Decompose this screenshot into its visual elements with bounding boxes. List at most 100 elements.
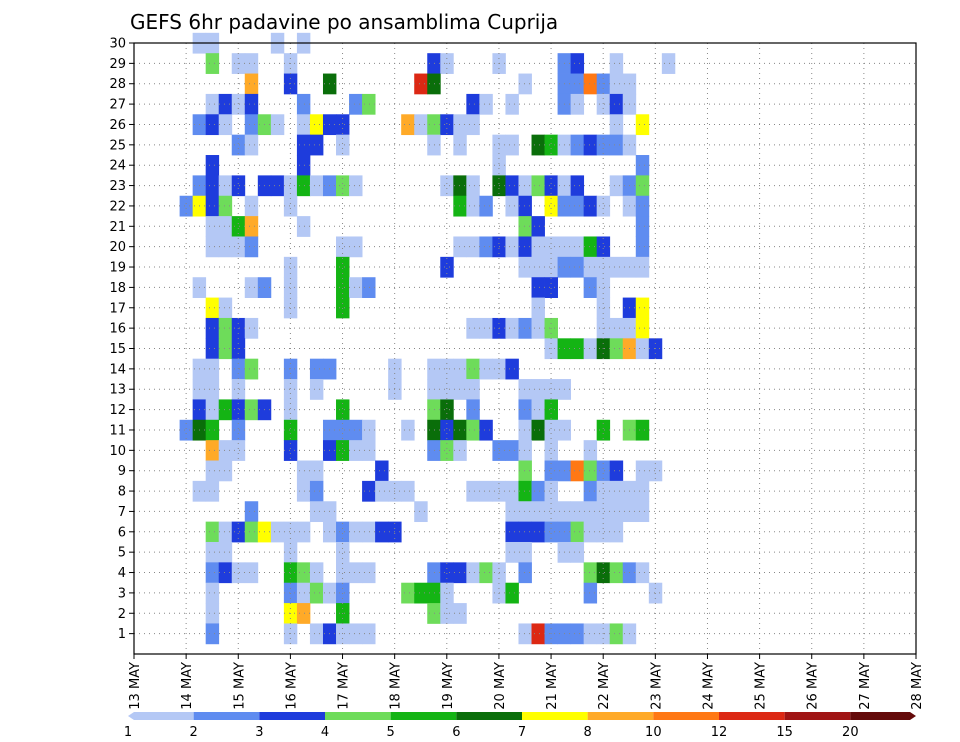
heatmap-cell [466, 399, 480, 421]
heatmap-cell [466, 93, 480, 115]
heatmap-cell [283, 521, 298, 543]
heatmap-cell [479, 562, 493, 584]
heatmap-cell [505, 93, 519, 115]
x-tick-label: 14 MAY [180, 662, 195, 710]
heatmap-cell [427, 53, 441, 74]
heatmap-cell [596, 480, 611, 502]
x-tick-label: 25 MAY [754, 662, 769, 710]
color-scale-swatch [128, 712, 194, 720]
heatmap-cell [440, 440, 454, 461]
heatmap-cell [218, 541, 233, 563]
chart-title: GEFS 6hr padavine po ansamblima Cuprija [130, 10, 558, 34]
heatmap-cell [349, 440, 363, 461]
heatmap-cell [336, 440, 350, 461]
heatmap-cell [296, 93, 311, 115]
y-tick-label: 22 [109, 199, 126, 214]
heatmap-cell [453, 134, 467, 156]
heatmap-cell [231, 93, 246, 115]
y-tick-label: 8 [118, 485, 126, 500]
heatmap-cell [583, 73, 598, 95]
y-tick-label: 18 [109, 281, 126, 296]
heatmap-cell [479, 195, 493, 217]
heatmap-cell [544, 399, 558, 421]
color-scale-swatch [784, 712, 851, 720]
heatmap-cell [296, 603, 311, 624]
color-scale-swatch [653, 712, 719, 720]
heatmap-cell [518, 623, 532, 645]
heatmap-cell [518, 501, 532, 523]
heatmap-cell [440, 175, 454, 197]
heatmap-cell [596, 195, 611, 217]
heatmap-cell [635, 460, 650, 482]
heatmap-cell [531, 480, 545, 502]
color-scale-swatch [587, 712, 654, 720]
heatmap-cell [635, 175, 650, 197]
y-tick-label: 28 [109, 77, 126, 92]
x-axis-labels: 13 MAY 14 MAY 15 MAY 16 MAY 17 MAY 18 MAY 19 M… [128, 654, 925, 710]
heatmap-cell [453, 175, 467, 197]
y-tick-label: 26 [109, 118, 126, 133]
heatmap-cell [609, 338, 624, 360]
heatmap-cell [518, 541, 532, 563]
heatmap-cell [427, 379, 441, 400]
heatmap-cell [427, 582, 441, 604]
heatmap-cell [505, 582, 519, 604]
heatmap-cell [479, 317, 493, 339]
heatmap-cell [635, 562, 650, 584]
heatmap-cell [505, 236, 519, 258]
heatmap-cell [518, 73, 532, 95]
y-tick-label: 14 [109, 362, 126, 377]
heatmap-cell [231, 236, 246, 258]
heatmap-cell [283, 277, 298, 298]
heatmap-cell [362, 440, 376, 461]
heatmap-cell [231, 358, 246, 380]
heatmap-cell [218, 114, 233, 136]
x-tick-label: 26 MAY [806, 662, 821, 710]
heatmap-cell [453, 236, 467, 258]
heatmap-cell [244, 134, 259, 156]
heatmap-cell [414, 501, 428, 523]
heatmap-cell [427, 440, 441, 461]
heatmap-cell [505, 501, 519, 523]
color-scale-label: 8 [584, 725, 592, 740]
x-tick-label: 23 MAY [649, 662, 664, 710]
heatmap-cell [635, 317, 650, 339]
heatmap-cell [296, 155, 311, 176]
heatmap-cell [283, 195, 298, 217]
heatmap-cell [635, 297, 650, 319]
heatmap-cell [231, 440, 246, 461]
heatmap-cell [518, 460, 532, 482]
heatmap-cell [570, 256, 585, 278]
heatmap-cell [609, 480, 624, 502]
heatmap-cell [283, 379, 298, 400]
heatmap-cell [518, 256, 532, 278]
heatmap-cell [570, 134, 585, 156]
heatmap-cell [505, 317, 519, 339]
heatmap-cell [479, 480, 493, 502]
heatmap-cell [583, 277, 598, 298]
heatmap-cell [296, 216, 311, 237]
heatmap-cell [205, 541, 220, 563]
heatmap-cell [518, 419, 532, 441]
heatmap-cell [570, 501, 585, 523]
heatmap-cell [336, 114, 350, 136]
heatmap-cell [205, 358, 220, 380]
color-scale-label: 2 [190, 725, 198, 740]
heatmap-cell [244, 277, 259, 298]
heatmap-cell [544, 460, 558, 482]
heatmap-cell [570, 541, 585, 563]
heatmap-cell [179, 195, 194, 217]
heatmap-cell [427, 134, 441, 156]
heatmap-cell [336, 297, 350, 319]
heatmap-cell [336, 175, 350, 197]
heatmap-cell [205, 480, 220, 502]
x-tick-label: 22 MAY [597, 662, 612, 710]
heatmap-cell [531, 175, 545, 197]
color-scale-label: 15 [776, 725, 793, 740]
heatmap-cell [453, 379, 467, 400]
heatmap-cell [244, 501, 259, 523]
heatmap-cell [531, 277, 545, 298]
y-axis-labels: 1234567891011121314151617181920212223242… [109, 37, 134, 642]
heatmap-cell [205, 317, 220, 339]
heatmap-cell [244, 93, 259, 115]
